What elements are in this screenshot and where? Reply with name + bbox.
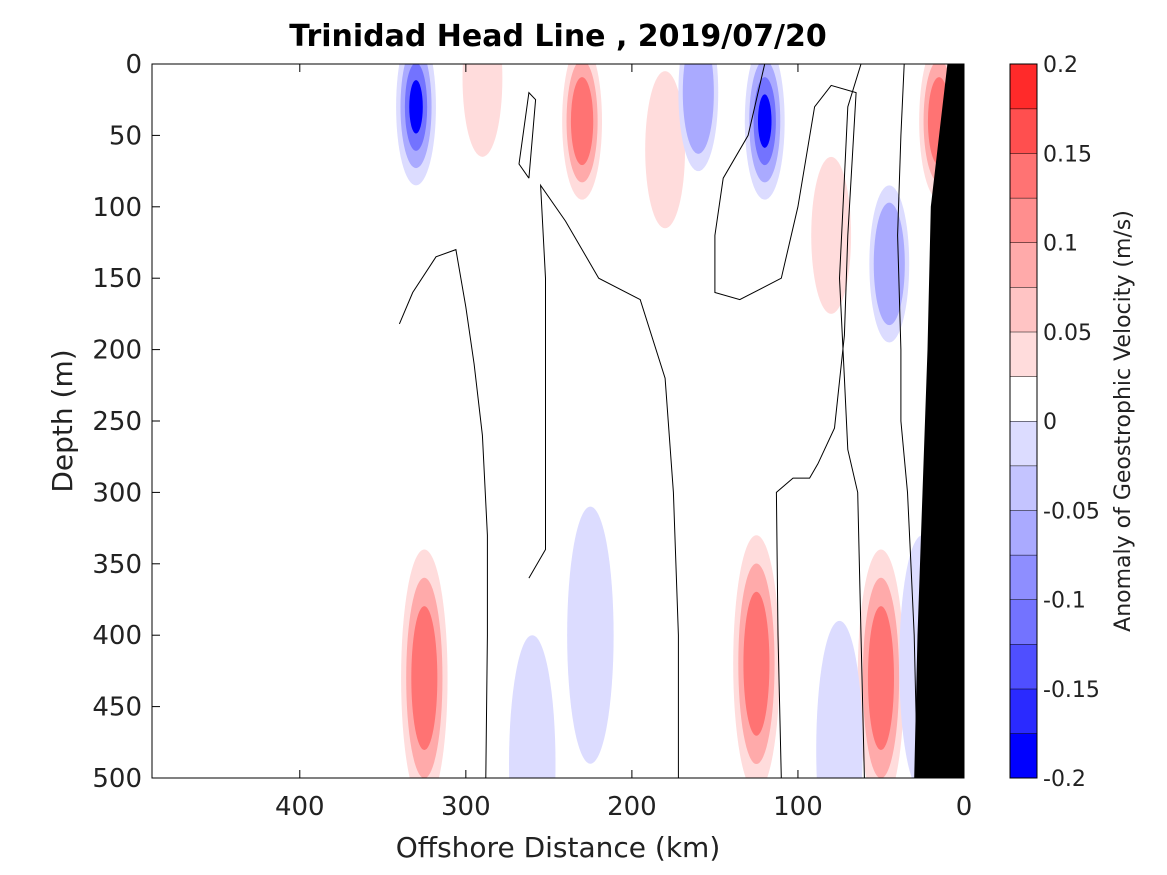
colorbar-tick-label-7: -0.15: [1043, 678, 1100, 703]
bathymetry-shape: [914, 64, 964, 778]
y-tick-label-200: 200: [92, 336, 142, 366]
bathymetry: [914, 64, 964, 778]
colorbar-band-4: [1010, 554, 1037, 600]
colorbar-tick-label-8: -0.2: [1043, 767, 1086, 792]
zero-contour-lines: [398, 64, 918, 778]
colorbar-band-12: [1010, 197, 1037, 243]
colorbar-band-8: [1010, 376, 1037, 421]
colorbar-label: Anomaly of Geostrophic Velocity (m/s): [1111, 210, 1136, 632]
velocity-blob-13-level-0: [816, 620, 863, 778]
colorbar-tick-label-5: -0.05: [1043, 499, 1100, 524]
colorbar: 0.2 0.15 0.1 0.05 0 -0.05 -0.1 -0.15 -0.2: [1009, 53, 1100, 792]
zero-contour-5: [897, 64, 918, 778]
velocity-blob-12-level-2: [867, 606, 894, 751]
colorbar-band-10: [1010, 287, 1037, 332]
zero-contour-2: [528, 183, 679, 778]
y-tick-label-250: 250: [92, 407, 142, 437]
velocity-blob-14-level-0: [509, 635, 556, 778]
colorbar-band-11: [1010, 242, 1037, 288]
colorbar-band-3: [1010, 599, 1037, 645]
velocity-blob-10-level-2: [743, 591, 770, 736]
chart-title: Trinidad Head Line , 2019/07/20: [289, 19, 826, 54]
x-tick-label-200: 200: [607, 792, 657, 822]
colorbar-band-1: [1010, 688, 1037, 734]
velocity-blob-7-level-1: [873, 202, 905, 326]
velocity-blob-6-level-0: [811, 156, 852, 314]
colorbar-band-7: [1010, 421, 1037, 466]
velocity-blob-11-level-2: [411, 606, 438, 751]
x-tick-label-300: 300: [441, 792, 491, 822]
colorbar-band-13: [1010, 153, 1037, 198]
velocity-blob-0-level-3: [409, 80, 423, 134]
zero-contour-4: [838, 64, 865, 778]
zero-contour-0: [398, 248, 488, 778]
colorbar-tick-label-0: 0.2: [1043, 53, 1078, 78]
y-tick-label-0: 0: [125, 50, 142, 80]
x-tick-label-400: 400: [275, 792, 325, 822]
colorbar-tick-label-6: -0.1: [1043, 589, 1086, 614]
x-tick-label-0: 0: [956, 792, 973, 822]
velocity-blob-1-level-0: [462, 64, 503, 157]
y-axis: 0 50 100 150 200 250 300 350 400 450 500: [92, 50, 964, 794]
y-tick-label-450: 450: [92, 693, 142, 723]
y-tick-label-100: 100: [92, 193, 142, 223]
zero-contour-1: [518, 91, 537, 179]
colorbar-band-5: [1010, 510, 1037, 555]
colorbar-band-15: [1010, 64, 1037, 109]
y-axis-label: Depth (m): [46, 349, 79, 492]
y-tick-label-300: 300: [92, 478, 142, 508]
y-tick-label-50: 50: [109, 121, 142, 151]
y-tick-label-150: 150: [92, 264, 142, 294]
velocity-blob-3-level-0: [645, 71, 686, 229]
colorbar-band-14: [1010, 108, 1037, 154]
colorbar-tick-label-1: 0.15: [1043, 142, 1092, 167]
colorbar-band-0: [1010, 733, 1037, 778]
velocity-blob-9-level-0: [567, 506, 614, 764]
y-tick-label-500: 500: [92, 764, 142, 794]
colorbar-band-6: [1010, 465, 1037, 511]
x-tick-label-100: 100: [773, 792, 823, 822]
velocity-blob-2-level-2: [570, 77, 594, 166]
velocity-blob-4-level-1: [682, 64, 714, 154]
colorbar-band-2: [1010, 644, 1037, 689]
colorbar-tick-label-2: 0.1: [1043, 232, 1078, 257]
zero-contour-3: [714, 64, 857, 778]
y-tick-label-350: 350: [92, 550, 142, 580]
velocity-fill: [396, 64, 960, 778]
x-axis: 400 300 200 100 0: [275, 64, 972, 822]
y-tick-label-400: 400: [92, 621, 142, 651]
velocity-blob-5-level-3: [757, 94, 772, 148]
colorbar-tick-label-3: 0.05: [1043, 321, 1092, 346]
x-axis-label: Offshore Distance (km): [396, 831, 721, 864]
colorbar-band-9: [1010, 331, 1037, 377]
colorbar-tick-label-4: 0: [1043, 410, 1057, 435]
colorbar-frame: [1009, 63, 1038, 779]
